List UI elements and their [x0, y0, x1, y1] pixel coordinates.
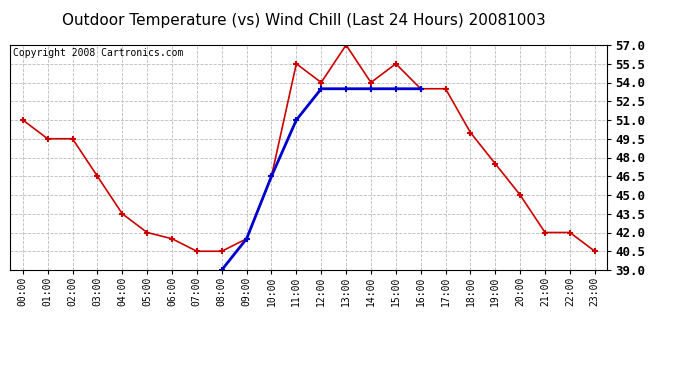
Text: Copyright 2008 Cartronics.com: Copyright 2008 Cartronics.com: [13, 48, 184, 58]
Text: Outdoor Temperature (vs) Wind Chill (Last 24 Hours) 20081003: Outdoor Temperature (vs) Wind Chill (Las…: [61, 13, 546, 28]
